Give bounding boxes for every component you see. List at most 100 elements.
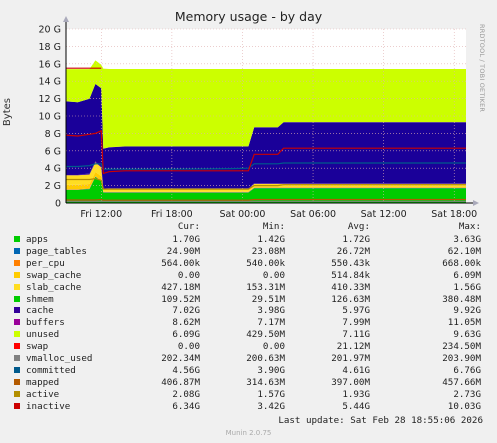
legend-value-max: 9.92G xyxy=(453,305,481,317)
legend-value-avg: 5.44G xyxy=(342,400,370,412)
legend-name: committed xyxy=(26,364,76,376)
legend-name: buffers xyxy=(26,317,65,329)
legend-row-swap: swap 0.00 0.00 21.12M 234.50M xyxy=(0,341,497,352)
y-tick-label: 12 G xyxy=(39,94,61,105)
chart-plot: 0 2 G 4 G 6 G 8 G 10 G 12 G 14 G 16 G 18 G 20 G Fri… xyxy=(39,16,479,220)
legend-value-max: 10.03G xyxy=(447,400,481,412)
legend-value-min: 429.50M xyxy=(246,329,285,341)
line-inactive xyxy=(65,129,466,175)
legend-value-max: 380.48M xyxy=(442,293,481,305)
legend-value-cur: 427.18M xyxy=(161,281,200,293)
legend-row-shmem: shmem 109.52M 29.51M 126.63M 380.48M xyxy=(0,294,497,305)
legend-value-cur: 406.87M xyxy=(161,376,200,388)
legend-name: cache xyxy=(26,305,54,317)
legend-swatch xyxy=(14,366,20,373)
legend-value-min: 3.98G xyxy=(257,305,285,317)
legend-row-buffers: buffers 8.62M 7.17M 7.99M 11.05M xyxy=(0,317,497,328)
legend-name: mapped xyxy=(26,376,60,388)
legend-name: swap_cache xyxy=(26,269,82,281)
y-tick-label: 16 G xyxy=(39,59,61,70)
y-tick-label: 2 G xyxy=(45,181,61,192)
legend-swatch xyxy=(14,343,20,350)
line-active xyxy=(66,177,466,190)
y-tick-label: 10 G xyxy=(39,112,61,123)
legend-value-cur: 0.00 xyxy=(177,341,200,353)
x-tick-label: Sat 06:00 xyxy=(290,209,336,220)
legend-value-max: 457.66M xyxy=(442,376,481,388)
legend-swatch xyxy=(14,236,20,242)
legend-name: shmem xyxy=(26,293,54,305)
legend-value-min: 3.42G xyxy=(257,400,285,412)
legend-value-cur: 109.52M xyxy=(161,293,200,305)
legend-value-avg: 126.63M xyxy=(331,293,370,305)
legend-row-apps: apps 1.70G 1.42G 1.72G 3.63G xyxy=(0,234,497,245)
legend-value-avg: 410.33M xyxy=(331,281,370,293)
area-apps xyxy=(66,176,466,203)
y-axis-arrow xyxy=(63,16,69,22)
y-tick-label: 4 G xyxy=(45,164,61,175)
legend-value-avg: 550.43k xyxy=(331,257,370,269)
legend-value-min: 153.31M xyxy=(246,281,285,293)
legend-value-max: 3.63G xyxy=(453,234,481,245)
legend-value-min: 0.00 xyxy=(262,341,285,353)
legend-value-cur: 6.09G xyxy=(172,329,200,341)
munin-version: Munin 2.0.75 xyxy=(225,429,272,437)
legend-value-min: 0.00 xyxy=(262,269,285,281)
x-tick-label: Sat 00:00 xyxy=(219,209,265,220)
legend-value-max: 234.50M xyxy=(442,341,481,353)
last-update-text: Last update: Sat Feb 28 18:55:06 2026 xyxy=(278,415,483,426)
x-tick-label: Fri 18:00 xyxy=(151,209,193,220)
legend-row-mapped: mapped 406.87M 314.63M 397.00M 457.66M xyxy=(0,377,497,388)
line-mapped xyxy=(66,198,466,201)
legend-row-unused: unused 6.09G 429.50M 7.11G 9.63G xyxy=(0,329,497,340)
chart-title: Memory usage - by day xyxy=(174,9,323,24)
legend-value-max: 203.90M xyxy=(442,353,481,364)
legend-row-vmalloc_used: vmalloc_used 202.34M 200.63M 201.97M 203.90M xyxy=(0,353,497,364)
legend-value-cur: 2.08G xyxy=(172,388,200,400)
area-unused xyxy=(66,60,466,149)
line-committed xyxy=(66,162,466,170)
legend-value-avg: 26.72M xyxy=(336,245,370,257)
legend-name: per_cpu xyxy=(26,257,65,269)
legend-value-max: 62.10M xyxy=(447,245,481,257)
legend-value-avg: 4.61G xyxy=(342,364,370,376)
legend-value-cur: 202.34M xyxy=(161,353,200,364)
legend-value-min: 314.63M xyxy=(246,376,285,388)
legend-header-min: Min: xyxy=(262,221,285,232)
legend-swatch xyxy=(14,271,20,278)
legend-value-cur: 7.02G xyxy=(172,305,200,317)
legend-swatch xyxy=(14,307,20,314)
legend-value-cur: 24.90M xyxy=(166,245,200,257)
legend-row-active: active 2.08G 1.57G 1.93G 2.73G xyxy=(0,389,497,400)
legend-value-min: 23.08M xyxy=(251,245,285,257)
y-tick-label: 14 G xyxy=(39,77,61,88)
legend-value-cur: 4.56G xyxy=(172,364,200,376)
legend-name: inactive xyxy=(26,400,71,412)
legend-name: unused xyxy=(26,329,60,341)
legend-value-min: 29.51M xyxy=(251,293,285,305)
legend-row-page_tables: page_tables 24.90M 23.08M 26.72M 62.10M xyxy=(0,246,497,257)
legend-row-cache: cache 7.02G 3.98G 5.97G 9.92G xyxy=(0,305,497,316)
legend-value-avg: 5.97G xyxy=(342,305,370,317)
legend-swatch xyxy=(14,378,20,385)
area-cache xyxy=(66,84,466,189)
legend-swatch xyxy=(14,319,20,326)
legend-value-avg: 1.93G xyxy=(342,388,370,400)
y-tick-label: 18 G xyxy=(39,42,61,53)
legend-header-max: Max: xyxy=(458,221,481,232)
x-tick-label: Sat 12:00 xyxy=(361,209,407,220)
legend-value-avg: 397.00M xyxy=(331,376,370,388)
legend-swatch xyxy=(14,247,20,254)
x-axis-arrow xyxy=(473,200,479,206)
x-tick-label: Fri 12:00 xyxy=(80,209,122,220)
legend-value-min: 200.63M xyxy=(246,353,285,364)
legend-name: active xyxy=(26,388,60,400)
legend-row-committed: committed 4.56G 3.90G 4.61G 6.76G xyxy=(0,365,497,376)
legend-name: apps xyxy=(26,234,49,245)
y-tick-label: 20 G xyxy=(39,25,61,36)
legend-row-swap_cache: swap_cache 0.00 0.00 514.84k 6.09M xyxy=(0,270,497,281)
legend-value-avg: 7.11G xyxy=(342,329,370,341)
legend-value-max: 11.05M xyxy=(447,317,481,329)
x-tick-label: Sat 18:00 xyxy=(431,209,477,220)
legend-name: slab_cache xyxy=(26,281,82,293)
